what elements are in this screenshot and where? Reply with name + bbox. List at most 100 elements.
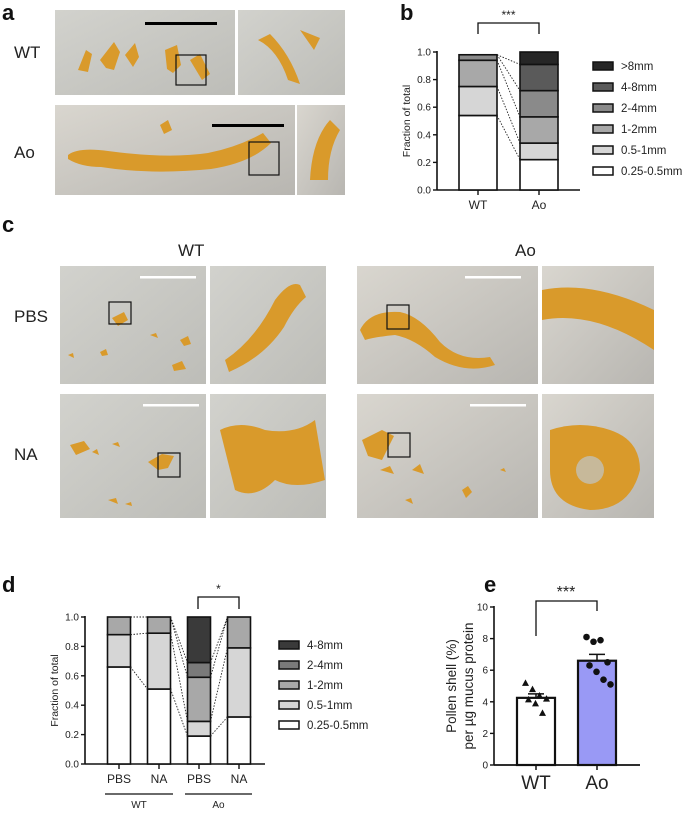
data-point-circle	[597, 636, 604, 644]
panel-label-b: b	[400, 0, 413, 25]
significance-label: ***	[501, 8, 515, 22]
y-tick-label: 0.8	[417, 75, 431, 86]
bar-segment-1-2mm	[146, 616, 172, 634]
data-point-circle	[607, 681, 614, 688]
x-tick-label: WT	[469, 198, 488, 212]
y-tick-label: 0.4	[417, 130, 431, 141]
x-tick-label: PBS	[107, 772, 131, 786]
y-tick-label: 0.8	[65, 642, 79, 653]
legend-label-1-2mm: 1-2mm	[307, 680, 343, 692]
legend-swatch-1-2mm	[592, 124, 614, 134]
legend-label->8mm: >8mm	[621, 61, 653, 73]
y-tick-label: 0.2	[417, 158, 431, 169]
x-tick-label: Ao	[532, 198, 547, 212]
column-label-ao: Ao	[515, 241, 536, 260]
connector-line	[130, 666, 148, 690]
panel-label-e: e	[484, 572, 496, 597]
chart-d-stacked-bar: 0.0 0.2 0.4 0.6 0.8 1.0 Fraction of total PBS NA…	[49, 582, 368, 811]
data-point-triangle	[529, 685, 536, 693]
y-tick-label: 0.0	[65, 760, 79, 771]
y-axis-label-line: Pollen shell (%)	[444, 639, 459, 733]
group-label: WT	[131, 800, 147, 811]
y-tick-label: 0.2	[65, 730, 79, 741]
photo-c-wt-pbs-inset	[210, 266, 326, 384]
connector-line	[496, 115, 521, 160]
bar-segment-1-2mm	[106, 616, 132, 636]
bar-segment-2-4mm	[186, 661, 212, 679]
significance-bracket	[535, 600, 598, 636]
data-point-circle	[583, 633, 590, 641]
error-bar	[528, 693, 544, 698]
legend-label-1-2mm: 1-2mm	[621, 124, 657, 136]
connector-line	[210, 716, 228, 737]
y-axis-label: Pollen shell (%) per µg mucus protein	[444, 622, 476, 749]
y-axis-label: Fraction of total	[401, 85, 413, 157]
panel-label-d: d	[2, 572, 15, 597]
connector-line	[496, 60, 521, 118]
photo-c-ao-na-inset	[542, 394, 654, 518]
significance-bracket	[477, 22, 540, 34]
bar-segment-1-2mm	[519, 116, 559, 144]
photo-a-wt-inset	[238, 10, 345, 95]
y-tick-label: 1.0	[417, 48, 431, 59]
legend-label-4-8mm: 4-8mm	[621, 82, 657, 94]
bar-segment-0.25-0.5mm	[106, 666, 132, 765]
data-point-circle	[593, 668, 600, 676]
connector-line	[496, 86, 521, 144]
bar-Ao	[576, 659, 618, 767]
bar-segment-0.25-0.5mm	[146, 688, 172, 765]
bar-segment-1-2mm	[186, 676, 212, 723]
y-tick-label: 0.4	[65, 701, 79, 712]
connector-line	[210, 616, 228, 663]
bar-segment-0.5-1mm	[458, 85, 498, 117]
legend-label-0.5-1mm: 0.5-1mm	[307, 700, 352, 712]
legend-swatch-1-2mm	[278, 680, 300, 690]
x-tick-label: WT	[521, 773, 551, 794]
connector-line	[210, 616, 228, 678]
group-label: Ao	[212, 800, 225, 811]
bar-segment-1-2mm	[458, 59, 498, 88]
bar-segment-4-8mm	[519, 63, 559, 92]
x-tick-label: Ao	[585, 773, 608, 794]
photo-c-ao-pbs-inset	[542, 266, 654, 384]
y-tick-label: 10	[477, 603, 489, 614]
bar-segment-0.5-1mm	[226, 647, 252, 718]
connector-line	[170, 616, 188, 663]
data-point-circle	[600, 676, 607, 683]
y-tick-label: 0.6	[65, 671, 79, 682]
bar-segment-0.25-0.5mm	[519, 158, 559, 191]
photo-c-ao-pbs	[357, 266, 538, 384]
significance-label: *	[216, 582, 221, 596]
data-point-circle	[590, 638, 597, 646]
connector-line	[496, 54, 521, 65]
x-tick-label: NA	[151, 772, 168, 786]
bar-segment-2-4mm	[519, 89, 559, 118]
photo-a-ao-inset	[297, 105, 345, 195]
row-label-na: NA	[14, 445, 38, 464]
y-tick-label: 0.0	[417, 186, 431, 197]
data-point-triangle	[522, 679, 529, 686]
panel-label-c: c	[2, 212, 14, 237]
y-tick-label: 8	[482, 634, 488, 645]
legend-swatch->8mm	[592, 61, 614, 71]
legend-label-0.5-1mm: 0.5-1mm	[621, 145, 666, 157]
x-tick-label: PBS	[187, 772, 211, 786]
bar-segment-0.25-0.5mm	[458, 114, 498, 191]
significance-label: ***	[557, 584, 576, 601]
legend-swatch-2-4mm	[278, 660, 300, 670]
bar-WT	[515, 696, 557, 767]
y-tick-label: 4	[482, 697, 488, 708]
x-tick-label: NA	[231, 772, 248, 786]
bar-segment-0.25-0.5mm	[186, 735, 212, 765]
row-label-pbs: PBS	[14, 307, 48, 326]
bar-segment-1-2mm	[226, 616, 252, 649]
photo-a-ao	[55, 105, 295, 195]
data-point-circle	[604, 659, 611, 666]
bar-segment-0.5-1mm	[186, 720, 212, 737]
column-label-wt: WT	[178, 241, 204, 260]
y-tick-label: 2	[482, 729, 488, 740]
y-tick-label: 1.0	[65, 613, 79, 624]
legend-label-2-4mm: 2-4mm	[621, 103, 657, 115]
photo-c-wt-pbs	[60, 266, 206, 384]
